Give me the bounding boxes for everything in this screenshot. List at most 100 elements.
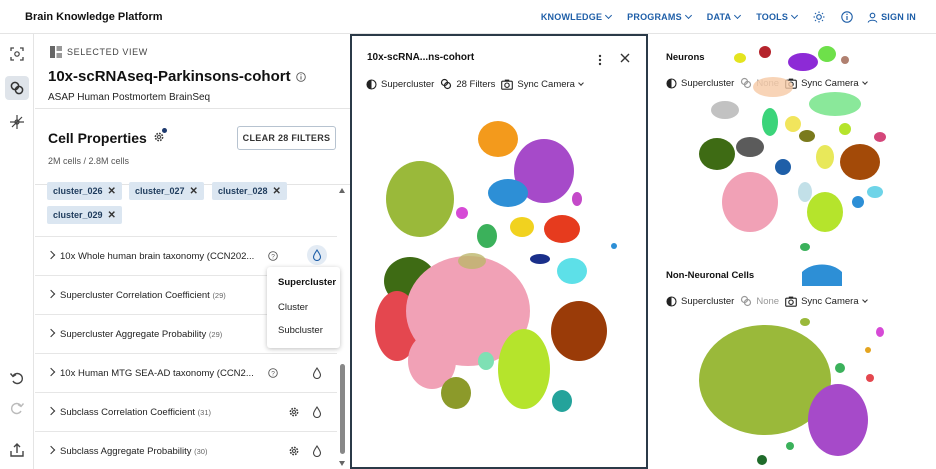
nav-knowledge[interactable]: KNOWLEDGE <box>540 11 613 22</box>
sync-camera-control[interactable]: Sync Camera <box>501 79 584 90</box>
contrast-icon <box>666 77 677 89</box>
dropdown-option-subcluster[interactable]: Subcluster <box>278 325 323 336</box>
help-icon[interactable]: ? <box>268 368 278 378</box>
sign-in-link[interactable]: SIGN IN <box>867 12 916 23</box>
filters-control[interactable]: None <box>740 295 779 307</box>
filter-chip[interactable]: cluster_028 ✕ <box>212 182 287 200</box>
nav-knowledge-label: KNOWLEDGE <box>540 12 603 22</box>
property-count: (29) <box>212 290 226 300</box>
nav-programs[interactable]: PROGRAMS <box>627 11 692 22</box>
dataset-subtitle: ASAP Human Postmortem BrainSeq <box>48 92 211 103</box>
transform-icon <box>10 115 24 129</box>
non-neuronal-title: Non-Neuronal Cells <box>666 270 755 281</box>
gear-icon[interactable] <box>288 406 300 418</box>
nav-data[interactable]: DATA <box>707 11 742 22</box>
link-icon <box>741 295 752 307</box>
chevron-down-icon <box>684 11 692 20</box>
chevron-down-icon <box>605 11 613 20</box>
info-icon <box>841 11 853 23</box>
help-icon[interactable]: ? <box>268 251 278 261</box>
chevron-right-icon[interactable] <box>46 289 56 299</box>
rail-share-button[interactable] <box>5 438 29 462</box>
sync-camera-control[interactable]: Sync Camera <box>785 296 868 307</box>
property-row[interactable]: Subclass Aggregate Probability (30) <box>35 431 337 469</box>
split-views-panel: Neurons Supercluster None Sync Camera <box>650 34 936 469</box>
property-row[interactable]: Supercluster Aggregate Probability (29) <box>35 314 337 353</box>
svg-text:?: ? <box>271 370 275 377</box>
close-icon[interactable]: ✕ <box>189 185 198 197</box>
non-neuronal-umap-plot[interactable] <box>690 260 925 465</box>
chevron-right-icon[interactable] <box>46 367 56 377</box>
rail-transform-button[interactable] <box>5 110 29 134</box>
color-by-label: Supercluster <box>681 77 735 89</box>
nav-tools-label: TOOLS <box>756 12 789 22</box>
umap-scatter-plot[interactable] <box>372 111 627 426</box>
chip-label: cluster_029 <box>53 210 103 220</box>
droplet-icon[interactable] <box>312 367 322 379</box>
cell-properties-title: Cell Properties <box>48 130 147 146</box>
property-label-text: Subclass Correlation Coefficient <box>60 406 196 418</box>
clear-filters-button[interactable]: CLEAR 28 FILTERS <box>237 126 336 150</box>
dataset-title-text: 10x-scRNAseq-Parkinsons-cohort <box>48 68 291 85</box>
camera-icon <box>501 79 514 90</box>
chip-label: cluster_028 <box>218 186 268 196</box>
share-icon <box>10 443 24 457</box>
rail-undo-button[interactable] <box>5 366 29 390</box>
property-label: Subclass Correlation Coefficient (31) <box>60 407 211 418</box>
color-by-label: Supercluster <box>381 78 435 90</box>
property-label: Supercluster Correlation Coefficient (29… <box>60 290 226 301</box>
undo-icon <box>9 372 23 385</box>
close-icon[interactable]: ✕ <box>272 185 281 197</box>
scroll-down-arrow[interactable] <box>339 461 345 466</box>
droplet-icon[interactable] <box>312 406 322 418</box>
droplet-icon <box>312 249 322 261</box>
property-label-text: 10x Human MTG SEA-AD taxonomy (CCN2... <box>60 367 254 379</box>
scrollbar-thumb[interactable] <box>340 364 345 454</box>
contrast-icon <box>666 295 677 307</box>
main-umap-panel: 10x-scRNA...ns-cohort Supercluster 28 Fi… <box>350 34 648 469</box>
close-icon[interactable] <box>620 53 630 63</box>
camera-icon <box>785 296 797 307</box>
close-icon[interactable]: ✕ <box>107 185 116 197</box>
property-label: 10x Whole human brain taxonomy (CCN202..… <box>60 251 254 262</box>
panel-controls: Supercluster 28 Filters Sync Camera <box>366 78 589 90</box>
more-options-icon[interactable] <box>598 54 602 66</box>
info-button[interactable] <box>841 11 853 23</box>
selected-view-label: SELECTED VIEW <box>67 47 148 57</box>
chevron-down-icon <box>578 79 584 86</box>
link-icon <box>441 78 452 90</box>
property-row[interactable]: Supercluster Correlation Coefficient (29… <box>35 275 337 314</box>
rail-redo-button[interactable] <box>5 396 29 420</box>
property-row[interactable]: Subclass Correlation Coefficient (31) <box>35 392 337 431</box>
property-row[interactable]: 10x Whole human brain taxonomy (CCN202..… <box>35 236 337 275</box>
color-by-button[interactable] <box>307 245 327 265</box>
theme-toggle-button[interactable] <box>813 11 825 23</box>
close-icon[interactable]: ✕ <box>107 209 116 221</box>
color-by-control[interactable]: Supercluster <box>666 296 734 307</box>
chevron-right-icon[interactable] <box>46 406 56 416</box>
chevron-right-icon[interactable] <box>46 328 56 338</box>
app-title[interactable]: Brain Knowledge Platform <box>25 11 163 23</box>
dropdown-option-supercluster[interactable]: Supercluster <box>278 277 337 288</box>
neurons-umap-plot[interactable] <box>695 42 920 252</box>
nav-tools[interactable]: TOOLS <box>756 11 799 22</box>
color-by-control[interactable]: Supercluster <box>366 79 434 90</box>
rail-link-button[interactable] <box>5 76 29 100</box>
scroll-up-arrow[interactable] <box>339 188 345 193</box>
droplet-icon[interactable] <box>312 445 322 457</box>
filter-chip[interactable]: cluster_027 ✕ <box>129 182 204 200</box>
property-row[interactable]: 10x Human MTG SEA-AD taxonomy (CCN2... ? <box>35 353 337 392</box>
filter-chip[interactable]: cluster_029 ✕ <box>47 206 122 224</box>
dropdown-option-cluster[interactable]: Cluster <box>278 302 309 313</box>
gear-icon[interactable] <box>288 445 300 457</box>
filters-control[interactable]: 28 Filters <box>440 78 495 90</box>
rail-select-button[interactable] <box>5 42 29 66</box>
panel-title: 10x-scRNA...ns-cohort <box>367 52 475 63</box>
contrast-icon <box>366 78 377 90</box>
chevron-right-icon[interactable] <box>46 250 56 260</box>
filter-chip[interactable]: cluster_026 ✕ <box>47 182 122 200</box>
settings-button[interactable] <box>153 128 167 146</box>
chevron-right-icon[interactable] <box>46 445 56 455</box>
info-icon[interactable] <box>295 71 306 82</box>
color-by-control[interactable]: Supercluster <box>666 78 734 89</box>
